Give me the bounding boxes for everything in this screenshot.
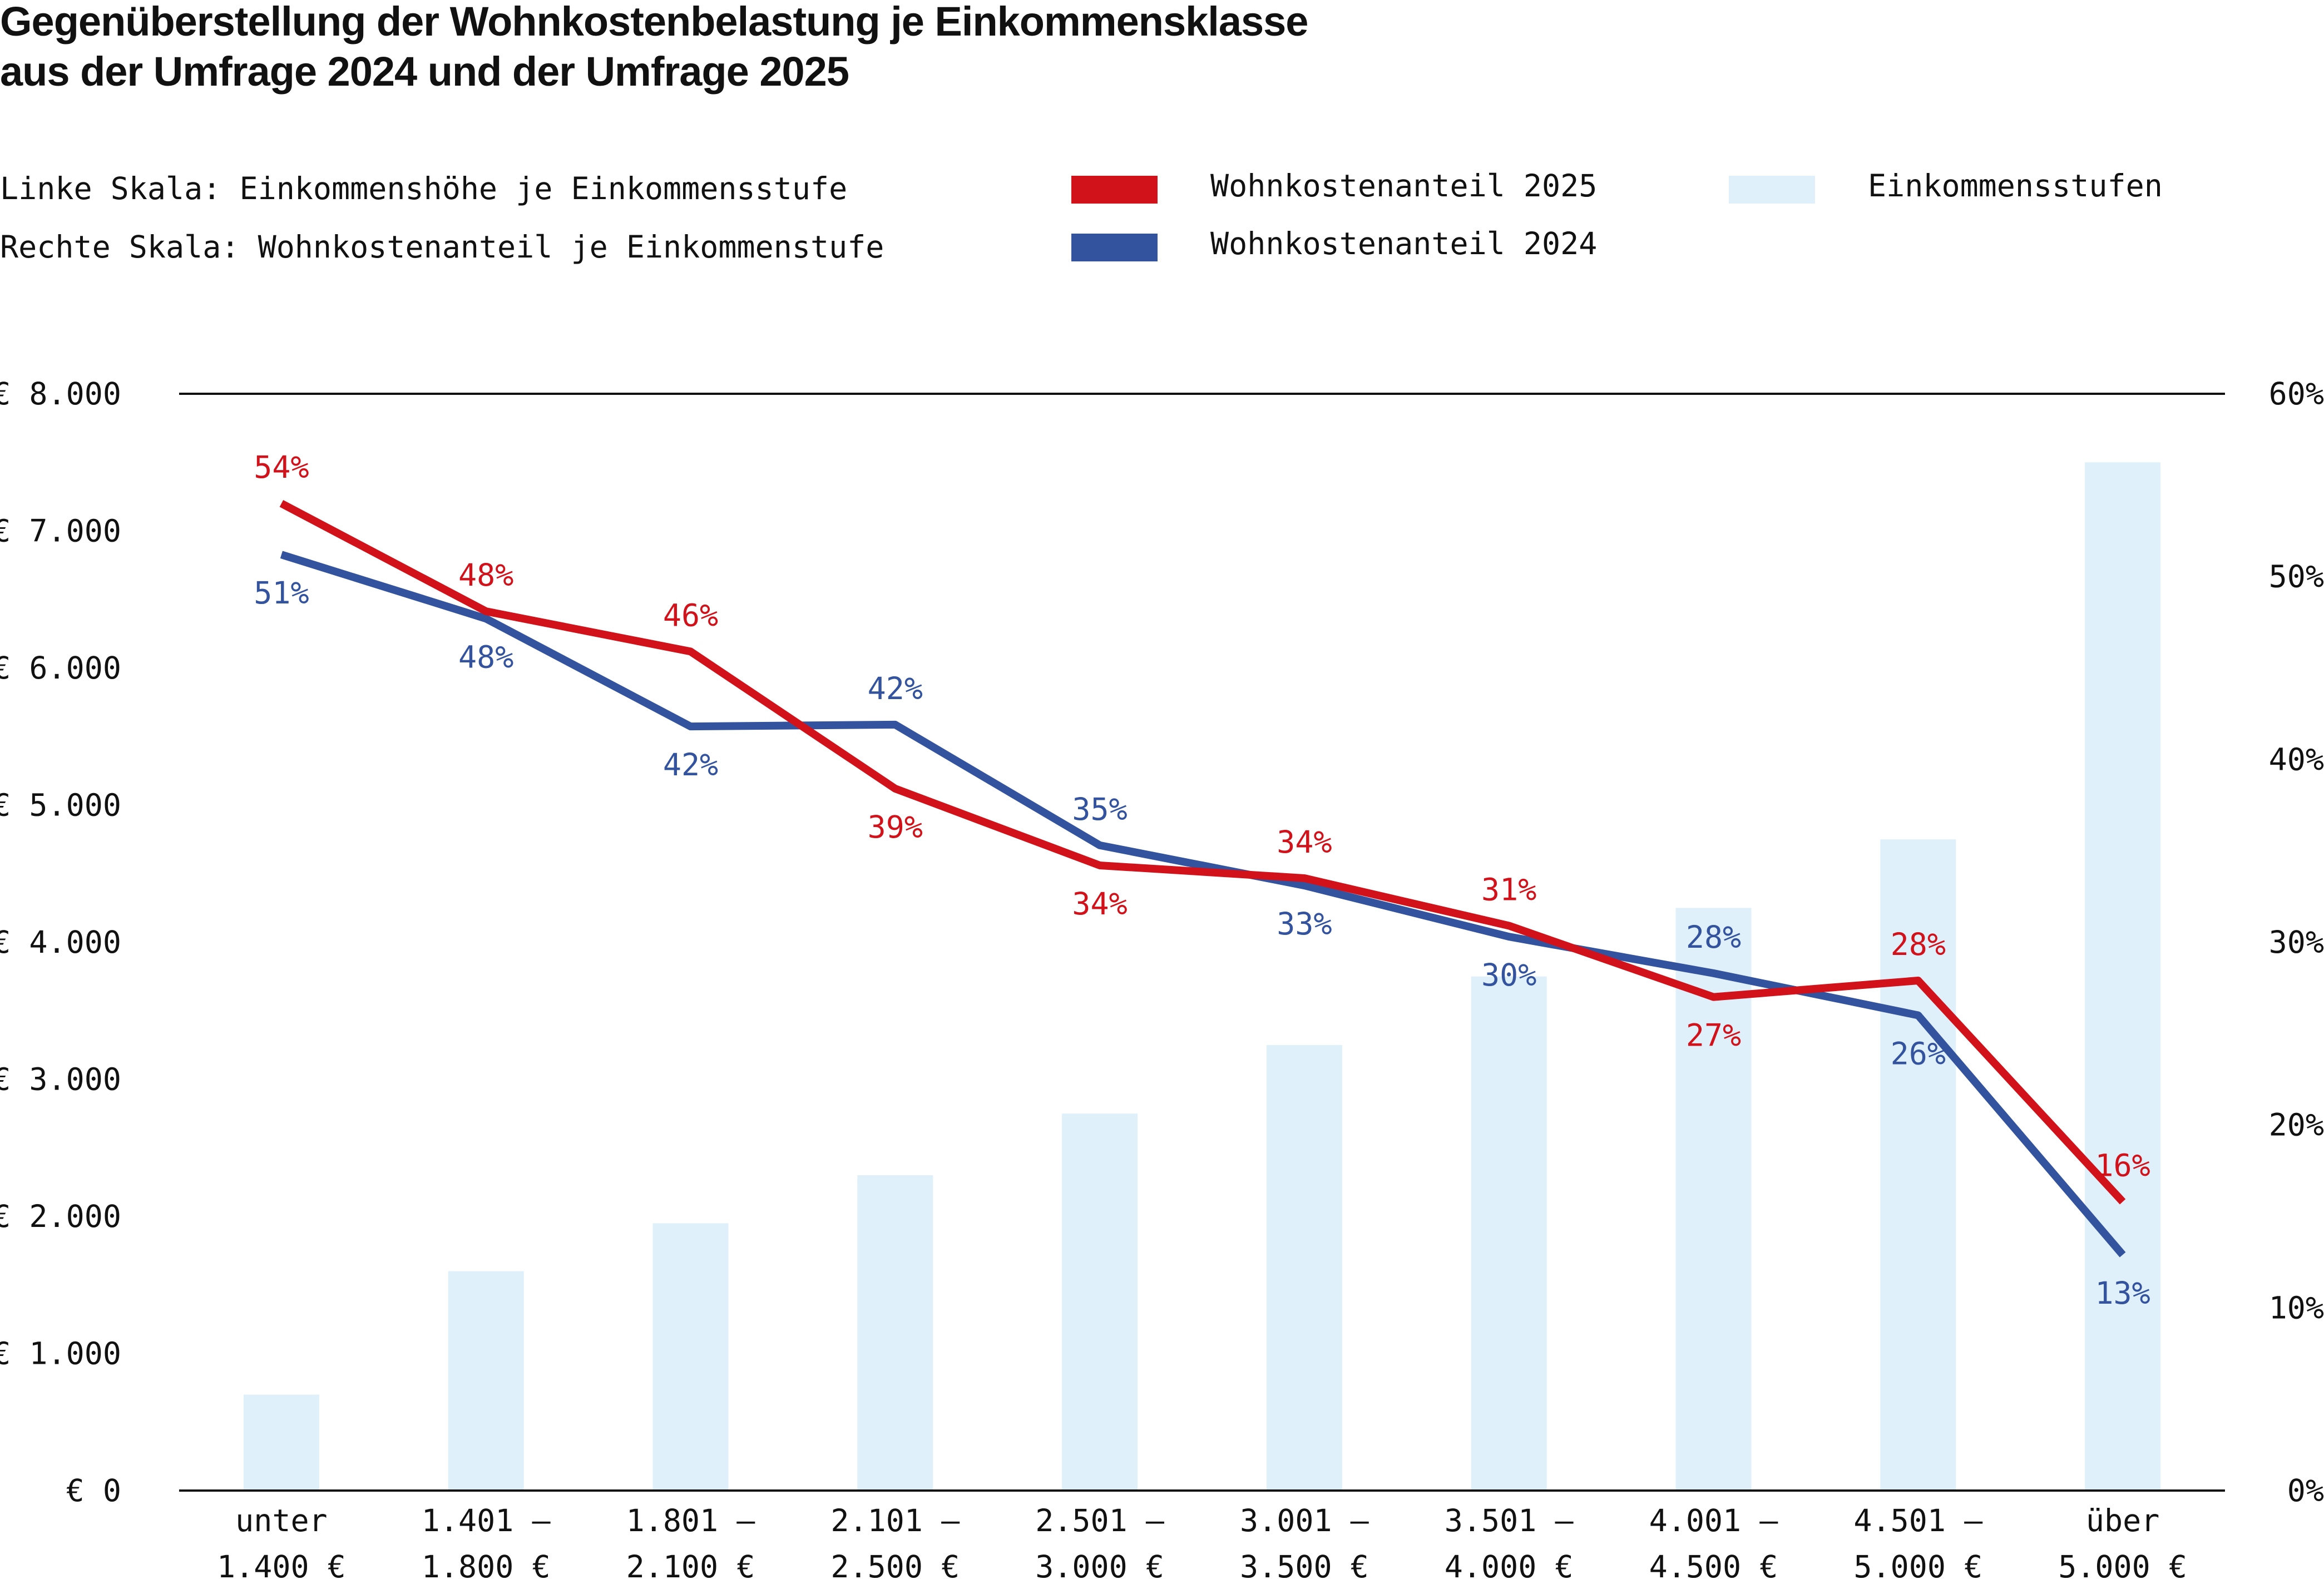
income-bars bbox=[243, 462, 2161, 1491]
label-2025-10: 16% bbox=[2095, 1148, 2150, 1184]
bar-7 bbox=[1471, 976, 1547, 1491]
category-label: 4.001 –4.500 € bbox=[1649, 1503, 1779, 1579]
right-tick-label: 30% bbox=[2269, 924, 2324, 960]
label-2025-7: 31% bbox=[1481, 872, 1536, 907]
chart-title: Gegenüberstellung der Wohnkostenbelastun… bbox=[0, 0, 1308, 97]
label-2024-1: 51% bbox=[254, 575, 309, 611]
bar-6 bbox=[1266, 1045, 1342, 1491]
bar-2 bbox=[448, 1271, 524, 1491]
right-tick-label: 10% bbox=[2269, 1290, 2324, 1325]
category-label: 2.501 –3.000 € bbox=[1035, 1503, 1165, 1579]
label-2025-4: 39% bbox=[868, 809, 923, 845]
left-tick-label: € 1.000 bbox=[0, 1336, 121, 1372]
left-tick-label: € 4.000 bbox=[0, 924, 121, 960]
category-label: 2.101 –2.500 € bbox=[830, 1503, 960, 1579]
label-2025-6: 34% bbox=[1277, 824, 1332, 860]
label-2024-2: 48% bbox=[458, 639, 513, 675]
category-label: 4.501 –5.000 € bbox=[1853, 1503, 1983, 1579]
chart-title-line-1: Gegenüberstellung der Wohnkostenbelastun… bbox=[0, 0, 1308, 44]
category-label: unter 1.400 € bbox=[217, 1503, 346, 1579]
label-2024-10: 13% bbox=[2095, 1275, 2150, 1311]
bar-3 bbox=[652, 1223, 729, 1491]
bar-4 bbox=[857, 1175, 933, 1491]
chart-title-line-2: aus der Umfrage 2024 und der Umfrage 202… bbox=[0, 48, 849, 95]
label-2025-8: 27% bbox=[1686, 1018, 1741, 1053]
right-tick-label: 50% bbox=[2269, 559, 2324, 595]
right-scale-note: Rechte Skala: Wohnkostenanteil je Einkom… bbox=[0, 229, 884, 265]
left-tick-label: € 6.000 bbox=[0, 650, 121, 686]
label-2024-3: 42% bbox=[663, 747, 718, 783]
left-tick-label: € 8.000 bbox=[0, 376, 121, 412]
right-tick-label: 20% bbox=[2269, 1107, 2324, 1143]
legend-label-income-levels: Einkommensstufen bbox=[1868, 168, 2163, 204]
left-tick-label: € 5.000 bbox=[0, 788, 121, 823]
legend-swatch-2024 bbox=[1071, 234, 1158, 261]
left-scale-note: Linke Skala: Einkommenshöhe je Einkommen… bbox=[0, 171, 848, 206]
right-tick-label: 60% bbox=[2269, 376, 2324, 412]
left-tick-label: € 2.000 bbox=[0, 1199, 121, 1234]
left-tick-label: € 0 bbox=[66, 1473, 121, 1508]
bar-10 bbox=[2085, 462, 2161, 1491]
category-label: 3.501 –4.000 € bbox=[1445, 1503, 1574, 1579]
legend-label-2025: Wohnkostenanteil 2025 bbox=[1210, 168, 1598, 204]
line-2024 bbox=[280, 551, 2126, 1258]
left-tick-label: € 7.000 bbox=[0, 513, 121, 549]
category-label: 1.401 –1.800 € bbox=[422, 1503, 551, 1579]
bar-9 bbox=[1880, 839, 1956, 1491]
right-tick-label: 40% bbox=[2269, 741, 2324, 777]
label-2025-3: 46% bbox=[663, 597, 718, 633]
left-tick-label: € 3.000 bbox=[0, 1062, 121, 1097]
label-2025-1: 54% bbox=[254, 449, 309, 485]
label-2025-2: 48% bbox=[458, 557, 513, 593]
legend-label-2024: Wohnkostenanteil 2024 bbox=[1210, 226, 1598, 261]
label-2024-4: 42% bbox=[868, 671, 923, 706]
label-2025-9: 28% bbox=[1891, 927, 1946, 962]
bar-8 bbox=[1675, 908, 1752, 1491]
right-tick-label: 0% bbox=[2287, 1473, 2324, 1508]
legend-swatch-2025 bbox=[1071, 176, 1158, 204]
legend-swatch-income-levels bbox=[1729, 176, 1815, 204]
label-2024-9: 26% bbox=[1891, 1036, 1946, 1071]
category-label: 1.801 –2.100 € bbox=[626, 1503, 756, 1579]
category-label: über 5.000 € bbox=[2058, 1503, 2187, 1579]
bar-1 bbox=[243, 1394, 319, 1491]
data-labels: 51% 48% 42% 42% 35% 33% 30% 28% 26% 13% 54% 48% 46% 3… bbox=[254, 449, 2150, 1311]
bar-5 bbox=[1062, 1113, 1138, 1491]
line-2025 bbox=[279, 500, 2126, 1205]
label-2024-5: 35% bbox=[1072, 791, 1127, 827]
label-2025-5: 34% bbox=[1072, 886, 1127, 922]
category-label: 3.001 –3.500 € bbox=[1240, 1503, 1369, 1579]
share-lines bbox=[279, 500, 2126, 1258]
axes: € 0 € 1.000 € 2.000 € 3.000 € 4.000 € 5.000 € … bbox=[0, 376, 2324, 1579]
label-2024-7: 30% bbox=[1481, 957, 1536, 993]
label-2024-6: 33% bbox=[1277, 906, 1332, 942]
label-2024-8: 28% bbox=[1686, 919, 1741, 955]
